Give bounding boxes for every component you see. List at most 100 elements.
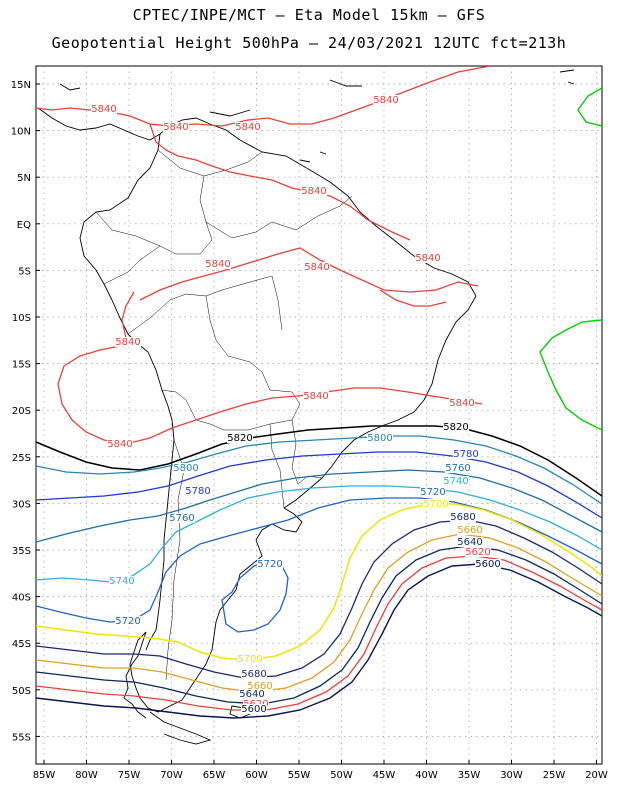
contour-label: 5620 [465,547,490,558]
contour-label: 5840 [163,122,188,133]
contour-label: 5820 [227,433,252,444]
lat-tick-label: 10S [12,313,31,324]
contour-label: 5600 [475,559,500,570]
lon-tick-label: 65W [203,770,226,781]
contour-label: 5840 [301,186,326,197]
lat-tick-label: 15N [11,80,31,91]
contour-label-bg [205,259,231,269]
lat-tick-label: 50S [12,686,31,697]
contour-label: 5720 [257,559,282,570]
contour-label: 5700 [423,499,448,510]
contour-label-bg [241,704,267,714]
contour-label: 5820 [443,422,468,433]
lon-tick-label: 45W [373,770,396,781]
contour-label: 5680 [450,512,475,523]
lon-tick-label: 50W [330,770,353,781]
map-frame [35,65,603,765]
lon-tick-label: 85W [33,770,56,781]
lat-tick-label: 5N [17,173,31,184]
lon-tick-label: 55W [288,770,311,781]
contour-label: 5740 [109,576,134,587]
contour-label-bg [301,186,327,196]
lon-tick-label: 40W [415,770,438,781]
contour-label-bg [415,253,441,263]
contour-label-bg [109,576,135,586]
contour-label: 5720 [115,616,140,627]
contour-5820 [36,425,602,497]
lat-tick-label: 20S [12,406,31,417]
contour-label: 5640 [239,689,264,700]
contour-label: 5680 [241,669,266,680]
contour-label-bg [457,525,483,535]
contour-label-bg [91,104,117,114]
contour-label-bg [453,449,479,459]
lat-tick-label: 40S [12,593,31,604]
contour-label: 5740 [443,476,468,487]
contour-label-bg [257,559,283,569]
axis-ticks: 85W 80W 75W 70W 65W 60W 55W 50W 45W 40W 35W 30W 25W 2… [11,80,608,781]
contour-5660 [36,533,602,693]
contour-label: 5800 [367,433,392,444]
contour-label: 5840 [449,398,474,409]
contour-label: 5600 [241,704,266,715]
contour-label: 5840 [415,253,440,264]
contour-5800 [36,435,602,505]
contour-label-bg [237,654,263,664]
lon-tick-label: 20W [585,770,608,781]
contour-label-bg [475,559,501,569]
graticule [36,66,602,764]
contour-label-bg [450,512,476,522]
contour-label: 5760 [445,463,470,474]
contour-label: 5840 [304,262,329,273]
contour-label-bg [185,486,211,496]
contour-label-bg [303,391,329,401]
lon-tick-label: 70W [160,770,183,781]
contour-label-bg [465,547,491,557]
lon-tick-label: 30W [500,770,523,781]
lon-tick-label: 75W [118,770,141,781]
lat-tick-label: 25S [12,453,31,464]
contour-label-bg [173,463,199,473]
contour-label-bg [241,669,267,679]
lat-tick-label: 30S [12,499,31,510]
contour-label: 5840 [235,122,260,133]
contour-label: 5840 [107,439,132,450]
contour-label-bg [443,476,469,486]
lat-tick-label: 45S [12,639,31,650]
lat-tick-label: 35S [12,546,31,557]
contour-label-bg [163,122,189,132]
contour-label-bg [449,398,475,408]
lat-tick-label: 5S [18,266,31,277]
lat-tick-label: EQ [17,220,31,231]
contour-label: 5700 [237,654,262,665]
contour-5620 [36,555,602,711]
contour-label-bg [247,681,273,691]
contour-label-bg [107,439,133,449]
map-subtitle: Geopotential Height 500hPa – 24/03/2021 … [51,34,567,52]
contour-label-bg [457,537,483,547]
contour-5720-closed [221,559,289,633]
contour-label: 5840 [91,104,116,115]
contour-5760 [36,469,602,543]
contour-label: 5840 [303,391,328,402]
map-title: CPTEC/INPE/MCT – Eta Model 15km – GFS [132,6,486,24]
lat-tick-label: 15S [12,360,31,371]
contour-5700 [36,503,602,661]
contour-green [539,87,602,431]
contour-label: 5840 [205,259,230,270]
contour-labels: 5840 5840 5840 5840 5840 5840 5840 5840 5840 5840… [91,95,501,715]
contour-label-bg [115,337,141,347]
lon-tick-label: 35W [458,770,481,781]
contour-label-bg [373,95,399,105]
contour-5680 [36,519,602,679]
contour-label: 5840 [115,337,140,348]
contour-label: 5660 [247,681,272,692]
contour-label: 5660 [457,525,482,536]
lon-tick-label: 25W [543,770,566,781]
contour-label: 5800 [173,463,198,474]
lon-tick-label: 80W [75,770,98,781]
lat-tick-label: 55S [12,732,31,743]
contour-label: 5640 [457,537,482,548]
contour-label-bg [235,122,261,132]
